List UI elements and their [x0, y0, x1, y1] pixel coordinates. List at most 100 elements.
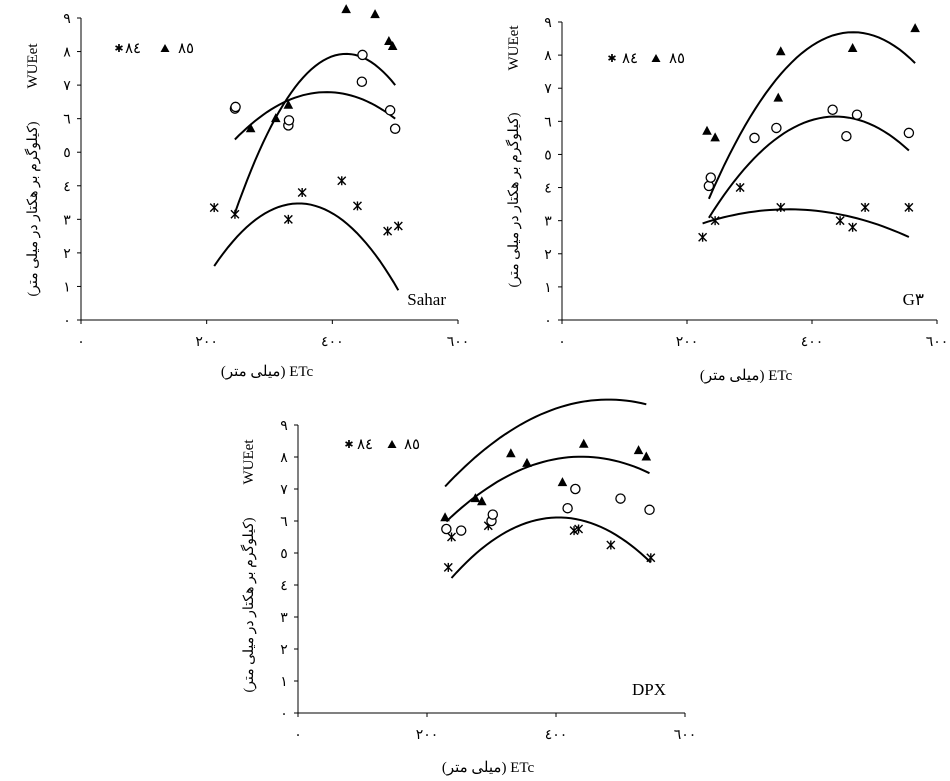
y-tick-label: ٣	[280, 611, 288, 626]
y-tick-label: ٨	[544, 49, 552, 64]
x-tick-label: ٠	[77, 335, 85, 350]
chart-panel-dpx: ٠ ١ ٢ ٣ ٤ ٥ ٦ ٧ ٨ ٩ ٠ ٢٠٠ ٤٠٠ ٦٠٠ DPX ✱ ٨٤ ٨٥ ETc (می…	[240, 398, 696, 776]
trend-line-star	[213, 202, 400, 291]
point-circle	[230, 101, 241, 113]
y-axis-label: (کیلوگرم بر هکتار در میلی متر)	[24, 121, 41, 296]
y-tick-label: ٨	[63, 46, 71, 61]
x-tick-label: ٢٠٠	[416, 728, 439, 743]
point-star	[209, 203, 219, 213]
legend-label-84: ٨٤	[125, 41, 141, 57]
point-triangle	[910, 23, 920, 33]
y-tick-label: ١	[63, 280, 71, 295]
point-circle	[562, 502, 573, 514]
point-triangle	[557, 477, 568, 487]
point-triangle	[370, 9, 380, 19]
point-circle	[384, 105, 396, 116]
point-star	[776, 202, 786, 212]
y-tick-label: ٩	[280, 419, 288, 434]
point-star	[606, 540, 616, 550]
y-tick-label: ٥	[280, 547, 288, 562]
point-star	[735, 183, 745, 193]
x-axis-label: ETc (میلی متر)	[221, 364, 314, 380]
trend-line-circle	[708, 115, 910, 219]
point-circle	[851, 109, 863, 120]
legend-marker-star: ✱	[344, 439, 353, 451]
x-tick-label: ٤٠٠	[545, 728, 568, 743]
y-tick-label: ٠	[280, 707, 288, 722]
legend-marker-triangle	[651, 54, 661, 62]
y-tick-label: ٤	[63, 180, 71, 195]
x-tick-label: ٢٠٠	[195, 335, 218, 350]
point-circle	[615, 493, 626, 504]
x-axis-label: ETc (میلی متر)	[700, 368, 793, 384]
point-star	[352, 201, 362, 211]
y-axis-label: (کیلوگرم بر هکتار در میلی متر)	[505, 112, 522, 287]
y-tick-label: ٣	[544, 215, 552, 230]
x-tick-label: ٦٠٠	[447, 335, 470, 350]
point-triangle	[773, 92, 784, 102]
point-circle	[357, 49, 368, 61]
point-triangle	[270, 113, 281, 123]
point-star	[230, 209, 240, 219]
point-circle	[455, 525, 467, 536]
point-circle	[356, 76, 368, 88]
y-axis-label: (کیلوگرم بر هکتار در میلی متر)	[240, 517, 257, 692]
y-tick-label: ٦	[544, 115, 552, 130]
y-tick-label: ٧	[544, 82, 552, 97]
point-star	[574, 524, 584, 534]
y-tick-label: ٢	[544, 248, 552, 263]
legend-label-84: ٨٤	[357, 437, 373, 453]
x-tick-label: ٢٠٠	[676, 335, 699, 350]
legend: ✱ ٨٤ ٨٥	[344, 437, 420, 453]
point-star	[383, 226, 393, 236]
y-tick-label: ١	[280, 675, 288, 690]
trend-line-star	[702, 208, 910, 238]
point-triangle	[387, 41, 398, 51]
legend-label-85: ٨٥	[669, 51, 685, 67]
y-tick-label: ٩	[544, 16, 552, 31]
point-circle	[705, 172, 717, 183]
trend-line-star	[450, 516, 652, 579]
y-tick-label: ٩	[63, 12, 71, 27]
panel-title: Sahar	[407, 290, 446, 309]
point-star	[393, 221, 403, 231]
y-tick-label: ٤	[280, 579, 288, 594]
x-tick-label: ٦٠٠	[926, 335, 949, 350]
y-tick-label: ٥	[63, 146, 71, 161]
point-triangle	[470, 493, 481, 503]
y-tick-label: ٠	[63, 314, 71, 329]
point-circle	[644, 504, 655, 516]
point-star	[710, 216, 720, 226]
y-tick-label: ٤	[544, 182, 552, 197]
y-axis-label-top: WUEet	[25, 43, 41, 89]
point-circle	[903, 127, 915, 139]
point-star	[698, 232, 708, 242]
panel-title: G٣	[903, 290, 924, 309]
trend-line-circle	[445, 455, 650, 523]
point-circle	[283, 115, 295, 126]
y-tick-label: ٢	[63, 247, 71, 262]
trend-line-circle	[234, 91, 396, 141]
legend-label-85: ٨٥	[404, 437, 420, 453]
point-triangle	[384, 35, 394, 45]
point-star	[646, 553, 656, 563]
point-star	[443, 562, 453, 572]
point-triangle	[341, 4, 351, 14]
axis-ticks: ٠ ١ ٢ ٣ ٤ ٥ ٦ ٧ ٨ ٩ ٠ ٢٠٠ ٤٠٠ ٦٠٠	[544, 16, 948, 350]
point-triangle	[641, 451, 652, 461]
axis-ticks: ٠ ١ ٢ ٣ ٤ ٥ ٦ ٧ ٨ ٩ ٠ ٢٠٠ ٤٠٠ ٦٠٠	[63, 12, 469, 350]
point-circle	[841, 130, 852, 142]
point-star	[848, 222, 858, 232]
legend-label-85: ٨٥	[178, 41, 194, 57]
point-triangle	[522, 457, 532, 467]
point-star	[904, 202, 914, 212]
point-triangle	[477, 496, 487, 506]
legend-marker-triangle	[160, 44, 170, 52]
legend-marker-star: ✱	[114, 43, 123, 55]
point-circle	[771, 122, 782, 134]
point-circle	[749, 132, 760, 144]
axis-ticks: ٠ ١ ٢ ٣ ٤ ٥ ٦ ٧ ٨ ٩ ٠ ٢٠٠ ٤٠٠ ٦٠٠	[280, 419, 696, 743]
chart-panel-g3: ٠ ١ ٢ ٣ ٤ ٥ ٦ ٧ ٨ ٩ ٠ ٢٠٠ ٤٠٠ ٦٠٠ G٣ ✱ ٨٤ ٨٥ ETc (میل…	[505, 16, 948, 384]
point-triangle	[506, 448, 516, 458]
y-axis-label-top: WUEet	[241, 439, 257, 485]
